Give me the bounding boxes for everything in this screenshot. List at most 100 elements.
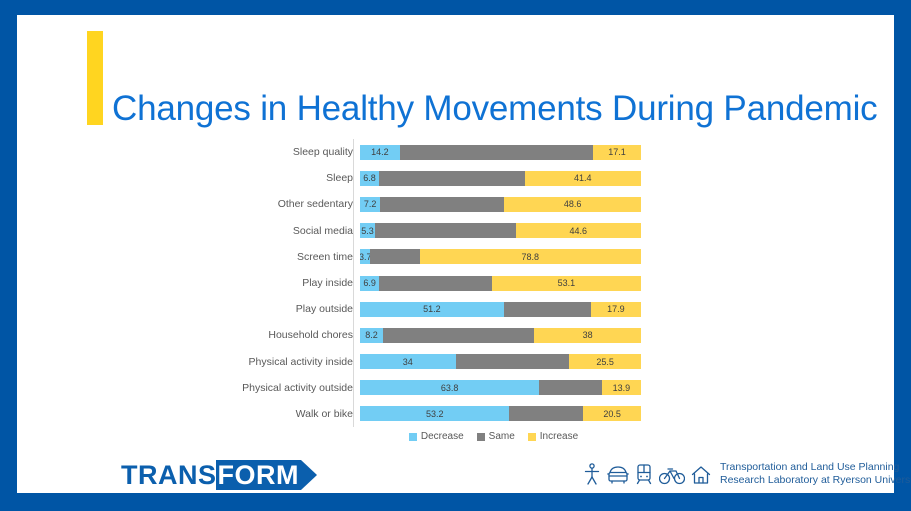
chart-category-label: Screen time bbox=[296, 250, 353, 263]
chart-segment-decrease: 6.9 bbox=[360, 275, 380, 291]
chart-segment-same bbox=[399, 144, 593, 160]
chart-value-label: 44.6 bbox=[569, 225, 588, 236]
chart-segment-increase: 20.5 bbox=[583, 406, 641, 422]
footer-credit-line2: Research Laboratory at Ryerson Universit… bbox=[720, 474, 911, 486]
chart-bar: 51.2 17.9 bbox=[360, 301, 641, 317]
chart-segment-same bbox=[374, 223, 516, 239]
chart-value-label: 14.2 bbox=[371, 147, 389, 158]
chart-row: Physical activity outside 63.8 13.9 bbox=[207, 375, 657, 401]
chart-category-label: Physical activity outside bbox=[242, 381, 353, 394]
logo-form-box: FORM bbox=[215, 459, 301, 490]
chart-bar: 7.2 48.6 bbox=[360, 196, 641, 212]
chart-bar: 5.3 44.6 bbox=[360, 223, 641, 239]
chart-segment-increase: 17.1 bbox=[592, 144, 641, 160]
chart-segment-same bbox=[503, 301, 591, 317]
legend-swatch bbox=[408, 432, 417, 441]
chart-segment-increase: 44.6 bbox=[515, 223, 641, 239]
legend-swatch bbox=[527, 432, 536, 441]
chart-category-label: Play inside bbox=[302, 277, 353, 290]
chart-segment-decrease: 14.2 bbox=[360, 144, 400, 160]
chart-value-label: 20.5 bbox=[603, 408, 621, 419]
chart-segment-decrease: 5.3 bbox=[360, 223, 375, 239]
chart-row: Sleep 6.8 41.4 bbox=[207, 165, 657, 191]
chart-bar: 63.8 13.9 bbox=[360, 380, 641, 396]
chart-row: Household chores 8.2 38 bbox=[207, 322, 657, 348]
chart-segment-increase: 53.1 bbox=[491, 275, 641, 291]
chart-value-label: 7.2 bbox=[363, 199, 377, 210]
chart-axis-line bbox=[353, 139, 354, 427]
chart-segment-decrease: 51.2 bbox=[360, 301, 504, 317]
title-accent-bar bbox=[87, 31, 103, 125]
footer-credit-line1: Transportation and Land Use Planning bbox=[720, 461, 900, 473]
chart-segment-same bbox=[379, 275, 492, 291]
chart-category-label: Social media bbox=[292, 224, 353, 237]
legend-label: Same bbox=[488, 431, 515, 442]
chart-segment-same bbox=[455, 354, 570, 370]
page-title: Changes in Healthy Movements During Pand… bbox=[112, 89, 878, 128]
chart-category-label: Sleep quality bbox=[292, 146, 353, 159]
chart-segment-increase: 13.9 bbox=[601, 380, 641, 396]
chart-value-label: 17.1 bbox=[608, 147, 626, 158]
legend-item[interactable]: Same bbox=[476, 431, 515, 442]
pedestrian-icon bbox=[583, 463, 601, 485]
chart-bar: 34 25.5 bbox=[360, 354, 641, 370]
chart-segment-increase: 17.9 bbox=[590, 301, 641, 317]
logo-arrow-shape bbox=[300, 460, 317, 490]
footer-credit-text: Transportation and Land Use Planning Res… bbox=[720, 461, 911, 487]
chart-value-label: 53.1 bbox=[557, 278, 576, 289]
chart-value-label: 38 bbox=[582, 330, 593, 341]
chart-value-label: 3.7 bbox=[360, 251, 371, 262]
legend-item[interactable]: Decrease bbox=[408, 431, 464, 442]
chart-category-label: Walk or bike bbox=[295, 407, 353, 420]
chart-value-label: 5.3 bbox=[361, 225, 374, 236]
legend-item[interactable]: Increase bbox=[527, 431, 579, 442]
chart-segment-increase: 25.5 bbox=[569, 354, 641, 370]
footer-credit: Transportation and Land Use Planning Res… bbox=[583, 461, 911, 487]
chart-value-label: 63.8 bbox=[440, 382, 459, 393]
chart-segment-increase: 38 bbox=[534, 327, 641, 343]
chart-row: Sleep quality 14.2 17.1 bbox=[207, 139, 657, 165]
chart-bar: 53.2 20.5 bbox=[360, 406, 641, 422]
chart-segment-decrease: 8.2 bbox=[360, 327, 384, 343]
car-icon bbox=[607, 463, 629, 485]
chart-category-label: Other sedentary bbox=[277, 198, 353, 211]
chart-value-label: 53.2 bbox=[425, 408, 444, 419]
chart-row: Other sedentary 7.2 48.6 bbox=[207, 191, 657, 217]
house-icon bbox=[691, 465, 711, 485]
chart-value-label: 17.9 bbox=[607, 304, 625, 315]
chart-row: Screen time 3.7 78.8 bbox=[207, 244, 657, 270]
chart-bar: 6.9 53.1 bbox=[360, 275, 641, 291]
chart-value-label: 8.2 bbox=[365, 330, 378, 341]
chart-value-label: 13.9 bbox=[612, 382, 631, 393]
chart-row: Play outside 51.2 17.9 bbox=[207, 296, 657, 322]
chart-segment-same bbox=[370, 249, 420, 265]
chart-value-label: 41.4 bbox=[574, 173, 592, 184]
chart-segment-same bbox=[383, 327, 535, 343]
chart-category-label: Sleep bbox=[326, 172, 353, 185]
chart-row: Walk or bike 53.2 20.5 bbox=[207, 401, 657, 427]
chart-row: Play inside 6.9 53.1 bbox=[207, 270, 657, 296]
transform-logo: TRANS FORM bbox=[121, 458, 317, 492]
chart-rows: Sleep quality 14.2 17.1 Sleep 6.8 41.4 Other s… bbox=[207, 139, 657, 427]
legend-swatch bbox=[476, 432, 485, 441]
chart-value-label: 51.2 bbox=[423, 304, 441, 315]
chart-segment-increase: 41.4 bbox=[524, 170, 641, 186]
chart-bar: 14.2 17.1 bbox=[360, 144, 641, 160]
chart-segment-decrease: 63.8 bbox=[360, 380, 540, 396]
chart-segment-same bbox=[380, 196, 505, 212]
legend-label: Decrease bbox=[420, 431, 464, 442]
chart-row: Social media 5.3 44.6 bbox=[207, 218, 657, 244]
chart-category-label: Household chores bbox=[268, 329, 353, 342]
chart-category-label: Physical activity inside bbox=[248, 355, 353, 368]
stacked-bar-chart: Sleep quality 14.2 17.1 Sleep 6.8 41.4 Other s… bbox=[207, 139, 657, 449]
chart-value-label: 6.9 bbox=[363, 278, 376, 289]
chart-value-label: 34 bbox=[402, 356, 413, 367]
chart-category-label: Play outside bbox=[295, 303, 353, 316]
chart-segment-decrease: 6.8 bbox=[360, 170, 380, 186]
chart-segment-decrease: 53.2 bbox=[360, 406, 510, 422]
logo-text-form: FORM bbox=[217, 459, 299, 490]
legend-label: Increase bbox=[539, 431, 579, 442]
chart-bar: 3.7 78.8 bbox=[360, 249, 641, 265]
chart-segment-same bbox=[539, 380, 602, 396]
